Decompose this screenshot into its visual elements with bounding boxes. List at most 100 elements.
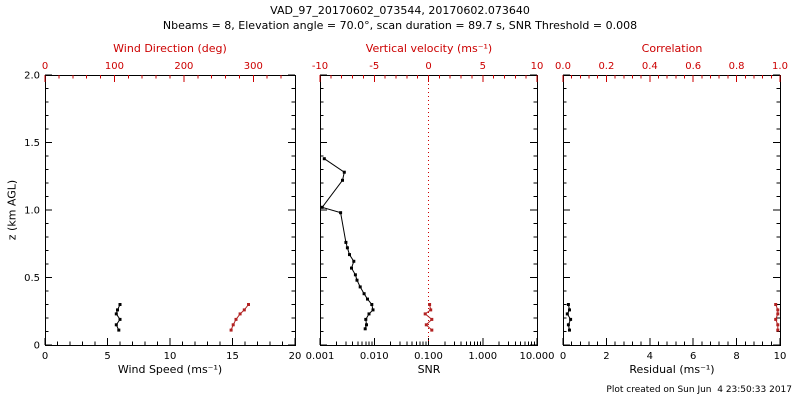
top-tick-label: 0.6 (685, 61, 701, 72)
bottom-tick-label: 1.000 (468, 351, 497, 362)
snr-profile-marker (339, 211, 343, 215)
top-tick-label: 0.0 (555, 61, 571, 72)
top-tick-label: 0.4 (642, 61, 658, 72)
top-tick-label: -10 (312, 61, 328, 72)
top-tick-label: 0.8 (729, 61, 745, 72)
vertical-velocity-axis-label: Vertical velocity (ms⁻¹) (365, 42, 493, 55)
bottom-tick-label: 0 (560, 351, 566, 362)
snr-profile-marker (367, 312, 371, 316)
snr-profile-marker (341, 178, 344, 182)
y-tick-label: 1.5 (24, 138, 40, 149)
plot-title: VAD_97_20170602_073544, 20170602.073640 (270, 4, 530, 17)
wind-speed-marker (114, 323, 118, 327)
wind-direction-axis-label: Wind Direction (deg) (113, 42, 227, 55)
snr-profile-marker (370, 303, 374, 306)
snr-profile-marker (352, 259, 356, 263)
snr-profile-marker (350, 266, 353, 270)
snr-profile-marker (344, 240, 348, 244)
wind-direction-marker (238, 312, 242, 316)
wind-speed-axis-label: Wind Speed (ms⁻¹) (117, 363, 223, 376)
bottom-tick-label: 0.100 (414, 351, 443, 362)
top-tick-label: 200 (174, 61, 193, 72)
vertical-velocity-marker (430, 317, 434, 321)
y-tick-label: 1.0 (24, 206, 40, 217)
top-tick-label: -5 (369, 61, 379, 72)
vertical-velocity-marker (430, 328, 434, 332)
wind-direction-marker (242, 308, 246, 312)
snr-profile-line (321, 158, 374, 329)
residual-marker (565, 312, 569, 316)
bottom-tick-label: 0 (42, 351, 48, 362)
top-tick-label: 5 (480, 61, 486, 72)
correlation-marker (776, 323, 780, 327)
correlation-marker (776, 328, 780, 332)
bottom-tick-label: 0.001 (306, 351, 335, 362)
snr-axis-label: SNR (417, 363, 441, 376)
vertical-velocity-marker (424, 323, 428, 327)
residual-correlation-panel: 0 2 4 6 8 10 0.0 0.2 0.4 0.6 0.8 1.0 (555, 61, 788, 362)
snr-profile-marker (358, 285, 362, 289)
top-tick-label: 0 (42, 61, 48, 72)
bottom-tick-label: 4 (647, 351, 653, 362)
top-tick-label: 100 (105, 61, 124, 72)
wind-speed-marker (116, 308, 119, 312)
residual-marker (566, 323, 570, 327)
snr-profile-marker (320, 205, 324, 209)
y-tick-label: 2.0 (24, 71, 40, 82)
snr-profile-marker (366, 297, 369, 301)
wind-speed-marker (114, 312, 118, 316)
bottom-tick-label: 6 (690, 351, 696, 362)
residual-marker (566, 303, 570, 306)
residual-marker (568, 308, 571, 312)
bottom-tick-label: 10 (164, 351, 177, 362)
wind-speed-marker (118, 303, 122, 306)
y-tick-label: 0.5 (24, 273, 40, 284)
wind-speed-marker (118, 317, 122, 321)
top-tick-label: 0.2 (598, 61, 614, 72)
wind-speed-marker (117, 328, 121, 332)
correlation-marker (774, 317, 778, 321)
panel-frame (45, 75, 296, 346)
snr-vertical-velocity-panel: 0.001 0.010 0.100 1.000 10.000 -10 -5 0 5 10 (306, 61, 555, 362)
vertical-velocity-marker (429, 308, 433, 312)
bottom-tick-label: 15 (226, 351, 239, 362)
vertical-velocity-marker (428, 303, 432, 306)
plot-created-timestamp: Plot created on Sun Jun 4 23:50:33 2017 (606, 385, 792, 395)
panel-frame (563, 75, 781, 346)
correlation-marker (776, 308, 780, 312)
vertical-velocity-marker (423, 312, 427, 316)
correlation-marker (776, 312, 780, 316)
correlation-marker (774, 303, 778, 306)
top-tick-label: 10 (531, 61, 544, 72)
snr-profile-marker (342, 170, 346, 174)
snr-profile-marker (362, 292, 366, 296)
residual-marker (569, 317, 573, 321)
bottom-tick-label: 0.010 (360, 351, 389, 362)
top-tick-label: 0 (425, 61, 431, 72)
wind-direction-marker (231, 323, 235, 327)
bottom-tick-label: 20 (289, 351, 302, 362)
bottom-tick-label: 2 (603, 351, 609, 362)
bottom-tick-label: 10 (774, 351, 787, 362)
wind-direction-marker (247, 303, 250, 306)
snr-profile-marker (345, 246, 349, 250)
snr-profile-marker (365, 323, 368, 327)
bottom-tick-label: 8 (733, 351, 739, 362)
snr-profile-marker (322, 157, 326, 161)
residual-axis-label: Residual (ms⁻¹) (629, 363, 715, 376)
snr-profile-marker (353, 273, 357, 277)
top-tick-label: 300 (244, 61, 263, 72)
snr-profile-marker (348, 253, 351, 257)
top-tick-label: 1.0 (772, 61, 788, 72)
wind-direction-marker (229, 328, 233, 332)
wind-direction-marker (234, 317, 238, 321)
snr-profile-marker (364, 317, 368, 321)
y-tick-label: 0 (34, 341, 40, 352)
bottom-tick-label: 5 (104, 351, 110, 362)
correlation-axis-label: Correlation (641, 42, 703, 55)
plot-subtitle: Nbeams = 8, Elevation angle = 70.0°, sca… (162, 19, 638, 32)
bottom-tick-label: 10.000 (520, 351, 555, 362)
snr-profile-marker (355, 278, 359, 282)
